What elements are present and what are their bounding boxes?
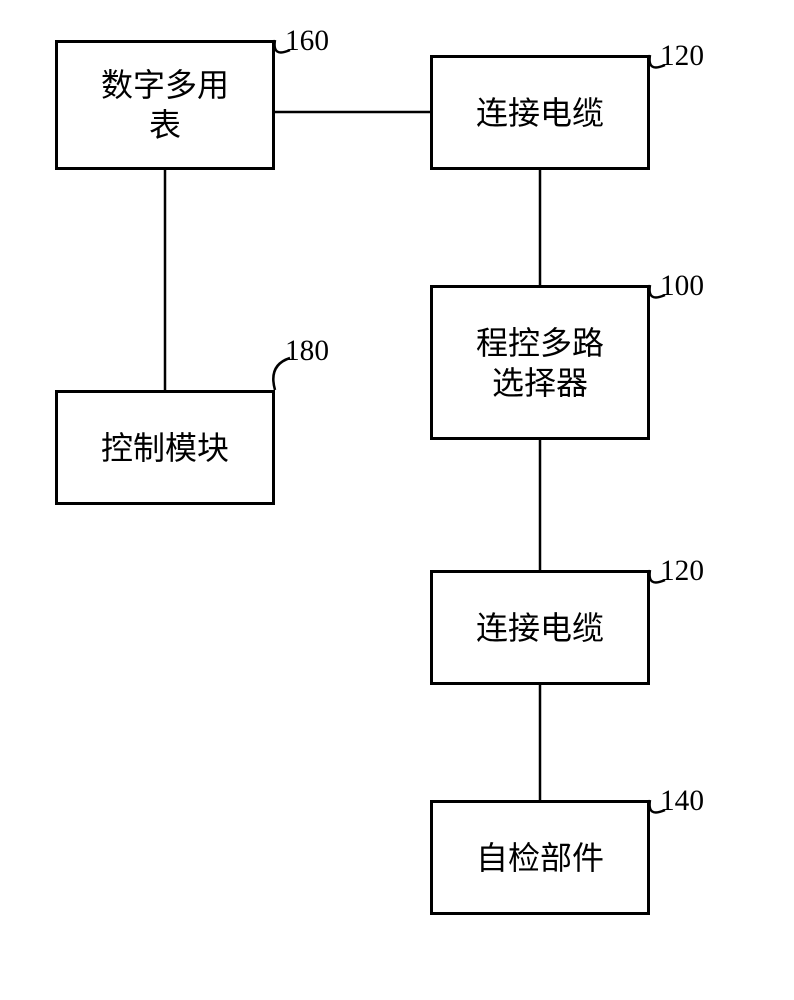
ref-label-160: 160 <box>285 25 329 58</box>
ref-label-120: 120 <box>660 555 704 588</box>
node-n120b: 连接电缆 <box>430 570 650 685</box>
ref-label-100: 100 <box>660 270 704 303</box>
node-label: 程控多路选择器 <box>470 319 610 407</box>
node-n180: 控制模块 <box>55 390 275 505</box>
ref-label-120: 120 <box>660 40 704 73</box>
ref-label-180: 180 <box>285 335 329 368</box>
node-n140: 自检部件 <box>430 800 650 915</box>
diagram-canvas: 数字多用表 160 连接电缆 120 程控多路选择器 100 控制模块 180 连接电缆 120 自… <box>0 0 794 1000</box>
node-n100: 程控多路选择器 <box>430 285 650 440</box>
node-label: 自检部件 <box>470 834 610 882</box>
node-n120a: 连接电缆 <box>430 55 650 170</box>
node-label: 控制模块 <box>95 424 235 472</box>
node-label: 连接电缆 <box>470 604 610 652</box>
node-label: 数字多用表 <box>95 61 235 149</box>
ref-label-140: 140 <box>660 785 704 818</box>
node-label: 连接电缆 <box>470 89 610 137</box>
node-n160: 数字多用表 <box>55 40 275 170</box>
